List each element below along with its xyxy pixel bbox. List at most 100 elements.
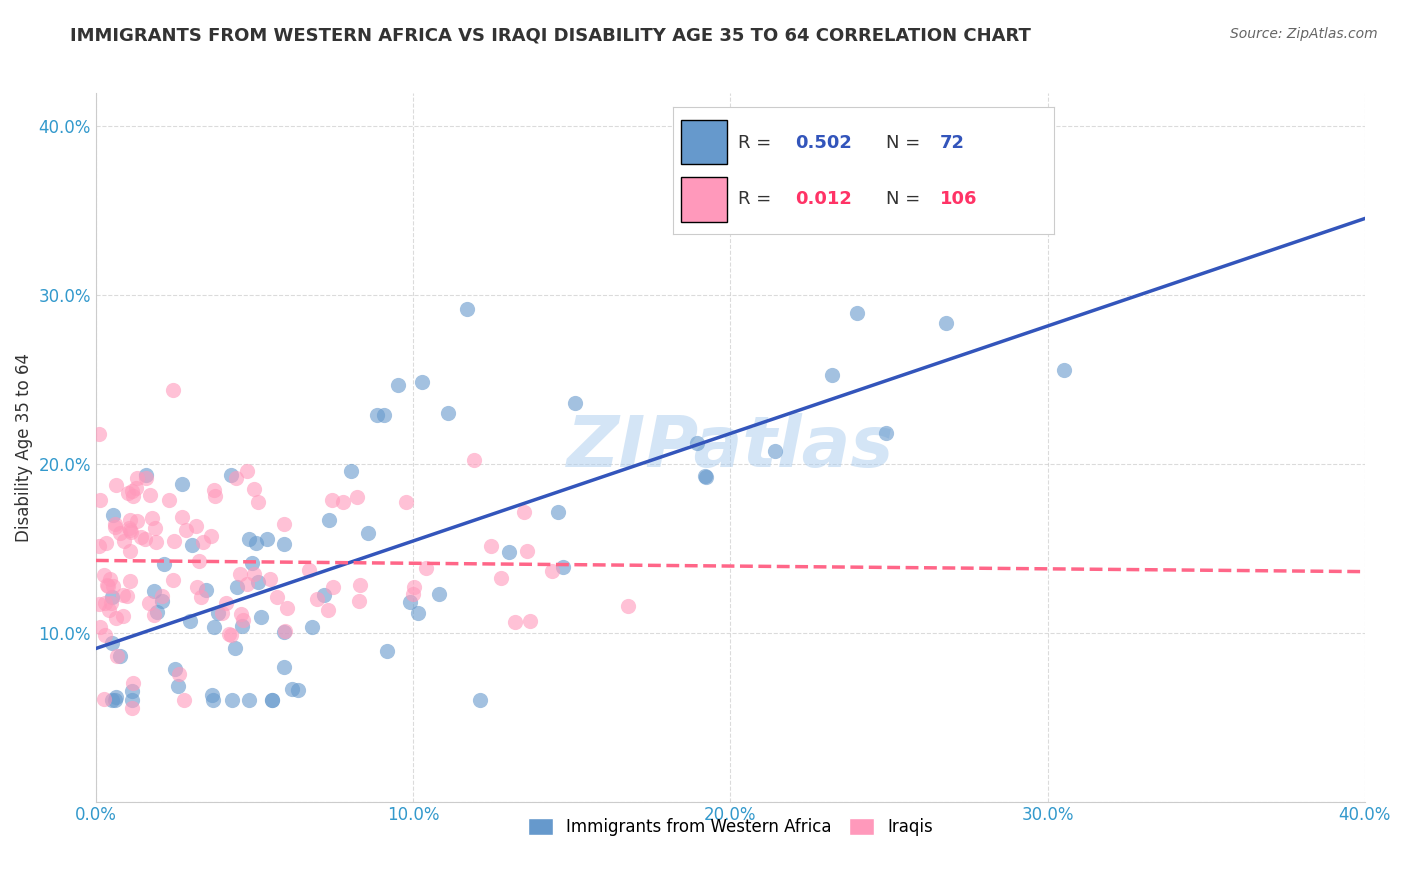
Point [321, 493, 343, 508]
Point [387, 378, 409, 392]
Point [129, 531, 152, 545]
Point [404, 580, 426, 594]
Point [87, 597, 110, 611]
Point [316, 603, 339, 617]
Point [121, 684, 143, 698]
Point [200, 688, 222, 702]
Point [110, 648, 132, 663]
Point [763, 444, 786, 458]
Point [519, 614, 541, 628]
Point [200, 529, 222, 543]
Point [240, 557, 263, 571]
Y-axis label: Disability Age 35 to 64: Disability Age 35 to 64 [15, 352, 32, 541]
Point [547, 506, 569, 520]
Point [101, 693, 124, 707]
Point [297, 563, 319, 577]
Point [274, 624, 297, 638]
Point [347, 593, 370, 607]
Point [117, 521, 139, 535]
Point [127, 470, 149, 484]
Point [402, 587, 425, 601]
Point [186, 519, 208, 533]
Point [97, 579, 120, 593]
Point [693, 468, 716, 483]
Point [207, 607, 229, 621]
Point [259, 572, 281, 586]
Point [935, 316, 957, 330]
Point [349, 578, 371, 592]
Text: Source: ZipAtlas.com: Source: ZipAtlas.com [1230, 27, 1378, 41]
Point [114, 534, 136, 549]
Point [121, 693, 143, 707]
Point [332, 494, 354, 508]
Point [94, 596, 117, 610]
Point [415, 561, 437, 575]
Point [875, 425, 897, 440]
Point [273, 660, 295, 674]
Point [231, 619, 253, 633]
Point [195, 583, 218, 598]
Point [179, 614, 201, 628]
Point [395, 495, 418, 509]
Point [120, 574, 142, 589]
Point [96, 578, 118, 592]
Point [165, 663, 187, 677]
Point [139, 488, 162, 502]
Point [162, 383, 184, 397]
Point [153, 557, 176, 571]
Point [104, 693, 127, 707]
Point [120, 524, 142, 538]
Point [146, 605, 169, 619]
Point [398, 594, 420, 608]
Point [87, 426, 110, 441]
Point [243, 566, 266, 581]
Point [101, 635, 124, 649]
Point [121, 524, 143, 539]
Point [125, 481, 148, 495]
Point [170, 510, 193, 524]
Point [167, 667, 190, 681]
Point [373, 408, 395, 422]
Point [157, 493, 180, 508]
Point [468, 693, 491, 707]
Point [180, 538, 202, 552]
Point [191, 535, 214, 549]
Point [221, 628, 243, 642]
Point [104, 517, 127, 532]
Point [111, 588, 134, 602]
Point [105, 648, 128, 663]
Point [322, 580, 344, 594]
Point [186, 580, 208, 594]
Point [238, 533, 260, 547]
Point [564, 396, 586, 410]
Point [150, 589, 173, 603]
Text: IMMIGRANTS FROM WESTERN AFRICA VS IRAQI DISABILITY AGE 35 TO 64 CORRELATION CHAR: IMMIGRANTS FROM WESTERN AFRICA VS IRAQI … [70, 27, 1031, 45]
Point [221, 693, 243, 707]
Point [513, 504, 536, 518]
Legend: Immigrants from Western Africa, Iraqis: Immigrants from Western Africa, Iraqis [522, 812, 939, 843]
Point [104, 610, 127, 624]
Point [305, 592, 328, 607]
Point [202, 693, 225, 707]
Point [301, 619, 323, 633]
Point [247, 574, 270, 589]
Point [121, 701, 143, 715]
Point [377, 644, 399, 658]
Point [276, 601, 298, 615]
Point [273, 624, 295, 639]
Point [266, 590, 288, 604]
Point [134, 532, 156, 546]
Point [232, 613, 254, 627]
Point [456, 302, 478, 317]
Point [498, 545, 520, 559]
Point [125, 514, 148, 528]
Point [174, 523, 197, 537]
Point [437, 406, 460, 420]
Point [121, 484, 143, 499]
Point [845, 306, 868, 320]
Point [215, 596, 238, 610]
Point [162, 574, 184, 588]
Point [245, 536, 267, 550]
Point [541, 564, 564, 578]
Point [105, 690, 128, 704]
